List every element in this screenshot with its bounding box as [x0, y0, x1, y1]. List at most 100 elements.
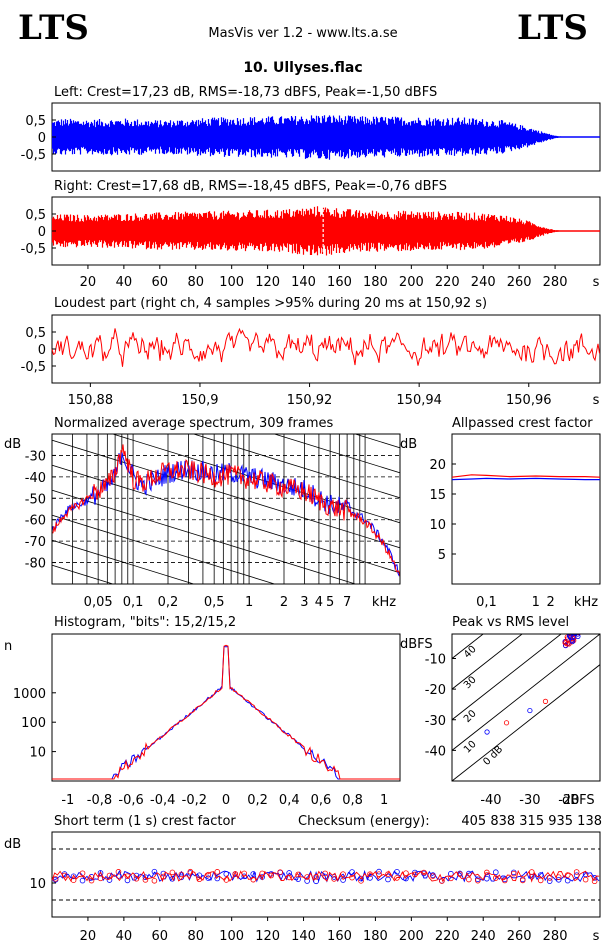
short-term-point-0-197	[403, 875, 409, 882]
spectrum-xtick-2: 0,2	[158, 595, 179, 610]
short-term-point-1-282	[555, 874, 562, 880]
allpass-ytick-0: 20	[429, 458, 446, 473]
spectrum-xtick-4: 1	[245, 595, 253, 610]
short-term-point-1-272	[537, 877, 544, 884]
histogram-xtick-3: -0,4	[150, 793, 175, 808]
short-term-point-1-167	[349, 874, 355, 881]
short-term-xtick-14: s	[593, 929, 600, 944]
short-term-point-0-17	[79, 877, 86, 884]
peak-rms-point-67	[593, 619, 597, 623]
peak-rms-point-6	[587, 621, 591, 625]
spectrum-xtick-0: 0,05	[84, 595, 113, 610]
histogram-right-line	[52, 644, 400, 780]
short-term-point-0-282	[555, 876, 562, 883]
right-channel-xtick-12: 260	[507, 275, 532, 290]
peak-rms-diag-label-0: 40	[462, 644, 479, 661]
allpass-xtick-1: 1	[532, 595, 540, 610]
allpass-ytick-3: 5	[438, 548, 446, 563]
loudest-part-title: Loudest part (right ch, 4 samples >95% d…	[54, 296, 487, 311]
allpass-frame	[451, 433, 601, 585]
right-channel-xtick-1: 40	[116, 275, 133, 290]
short-term-point-0-277	[546, 878, 553, 884]
spectrum-xtick-8: 5	[326, 595, 334, 610]
short-term-point-1-212	[430, 873, 436, 879]
allpass-title: Allpassed crest factor	[452, 416, 593, 431]
peak-rms-point-56	[568, 634, 574, 637]
loudest-xtick-4: 150,96	[506, 393, 552, 408]
short-term-point-0-87	[205, 875, 212, 881]
loudest-xtick-0: 150,88	[68, 393, 114, 408]
peak-rms-title: Peak vs RMS level	[452, 615, 569, 630]
right-channel-xtick-11: 240	[471, 275, 496, 290]
short-term-point-1-132	[286, 874, 292, 881]
short-term-xtick-1: 40	[116, 929, 133, 944]
peak-rms-point-2	[582, 628, 586, 632]
short-term-point-1-227	[457, 871, 463, 877]
short-term-point-1-42	[124, 873, 131, 879]
short-term-point-0-242	[484, 875, 490, 882]
peak-rms-point-7	[591, 616, 595, 620]
spectrum-slope-5	[273, 434, 400, 474]
short-term-point-1-72	[178, 871, 185, 878]
short-term-point-1-112	[250, 876, 257, 883]
histogram-xtick-2: -0,6	[118, 793, 143, 808]
spectrum-slope-10	[52, 489, 357, 584]
peak-rms-point-52	[589, 623, 593, 627]
peak-rms-point-69	[564, 641, 570, 647]
peak-rms-point-25	[593, 619, 597, 623]
peak-rms-point-0	[582, 625, 586, 629]
left-channel-ytick-0: 0,5	[25, 114, 46, 129]
spectrum-slope-8	[52, 439, 400, 549]
peak-rms-low-0	[484, 729, 490, 735]
short-term-point-1-77	[187, 868, 194, 875]
right-channel-xtick-13: 280	[543, 275, 568, 290]
peak-rms-point-63	[591, 623, 595, 627]
histogram-xtick-6: 0,2	[247, 793, 268, 808]
short-term-point-1-252	[501, 877, 508, 884]
peak-rms-point-54	[587, 626, 591, 630]
peak-rms-point-33	[576, 634, 582, 636]
short-term-point-1-267	[528, 869, 535, 875]
histogram-ytick-2: 10	[29, 746, 46, 761]
short-term-xtick-0: 20	[80, 929, 97, 944]
short-term-point-0-12	[70, 873, 77, 880]
loudest-frame	[51, 314, 601, 384]
short-term-point-0-172	[358, 875, 364, 882]
checksum-value: 405 838 315 935 138	[461, 814, 602, 829]
short-term-xtick-12: 260	[507, 929, 532, 944]
short-term-point-1-147	[313, 874, 319, 880]
peak-rms-plot: 40 30 20 10 0 dB	[452, 616, 600, 781]
spectrum-ytick-2: -50	[25, 492, 46, 507]
allpass-ytick-1: 15	[429, 488, 446, 503]
short-term-point-0-82	[196, 872, 203, 879]
peak-rms-point-18	[582, 627, 586, 631]
peak-rms-point-8	[592, 622, 596, 626]
spectrum-xtick-1: 0,1	[123, 595, 144, 610]
loudest-xtick-3: 150,94	[396, 393, 442, 408]
spectrum-xtick-6: 3	[300, 595, 308, 610]
right-channel-xtick-9: 200	[399, 275, 424, 290]
spectrum-ytick-1: -40	[25, 471, 46, 486]
short-term-point-1-7	[61, 872, 68, 879]
right-channel-xtick-10: 220	[435, 275, 460, 290]
short-term-xtick-7: 160	[327, 929, 352, 944]
peak-rms-point-16	[589, 621, 593, 625]
short-term-point-1-222	[448, 875, 454, 882]
allpass-right-line	[451, 474, 601, 478]
short-term-point-1-232	[466, 876, 472, 883]
spectrum-ytick-5: -80	[25, 557, 46, 572]
short-term-point-1-237	[475, 877, 481, 884]
short-term-xtick-4: 100	[219, 929, 244, 944]
short-term-point-1-277	[546, 875, 553, 881]
short-term-point-0-52	[142, 874, 149, 880]
short-term-point-1-217	[439, 878, 445, 884]
peak-rms-point-13	[588, 617, 592, 621]
short-term-point-0-167	[349, 869, 355, 875]
short-term-point-0-247	[492, 869, 499, 876]
short-term-point-0-182	[376, 868, 382, 875]
spectrum-ytick-3: -60	[25, 514, 46, 529]
short-term-xtick-13: 280	[543, 929, 568, 944]
short-term-point-0-67	[169, 876, 176, 882]
right-channel-title: Right: Crest=17,68 dB, RMS=-18,45 dBFS, …	[54, 179, 447, 194]
